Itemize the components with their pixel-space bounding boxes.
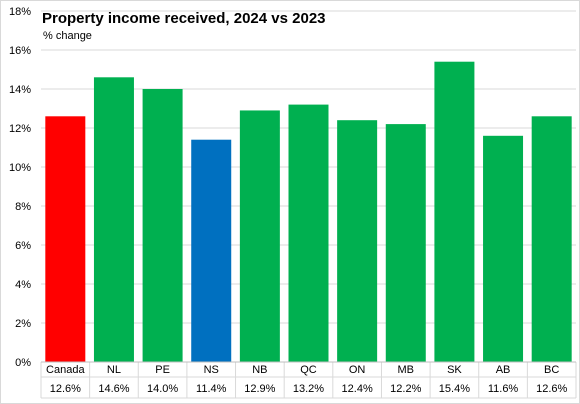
y-tick-label: 8%	[15, 201, 31, 213]
y-tick-label: 12%	[9, 123, 31, 135]
bar-pe	[142, 89, 183, 362]
y-tick-label: 16%	[9, 45, 31, 57]
y-tick-label: 0%	[15, 357, 31, 369]
category-label: NB	[252, 364, 267, 376]
value-label: 11.4%	[196, 383, 227, 395]
y-tick-label: 2%	[15, 318, 31, 330]
value-label: 12.9%	[244, 383, 275, 395]
y-tick-label: 6%	[15, 240, 31, 252]
value-label: 13.2%	[293, 383, 324, 395]
chart-title: Property income received, 2024 vs 2023	[42, 10, 326, 27]
category-label: SK	[447, 364, 462, 376]
bar-on	[337, 120, 378, 362]
category-label: MB	[398, 364, 415, 376]
bar-ab	[483, 135, 524, 362]
y-tick-label: 4%	[15, 279, 31, 291]
category-label: BC	[544, 364, 559, 376]
category-label: Canada	[46, 364, 85, 376]
category-label: QC	[300, 364, 317, 376]
y-tick-label: 14%	[9, 84, 31, 96]
bar-nl	[93, 77, 134, 363]
value-label: 12.4%	[342, 383, 373, 395]
category-label: NL	[107, 364, 121, 376]
bar-ns	[191, 139, 232, 362]
value-label: 12.6%	[50, 383, 81, 395]
y-tick-label: 18%	[9, 6, 31, 18]
value-label: 15.4%	[439, 383, 470, 395]
y-tick-label: 10%	[9, 162, 31, 174]
category-label: NS	[204, 364, 219, 376]
category-label: ON	[349, 364, 366, 376]
bar-canada	[45, 116, 86, 362]
value-label: 12.2%	[390, 383, 421, 395]
value-label: 14.0%	[147, 383, 178, 395]
value-label: 12.6%	[536, 383, 567, 395]
value-label: 14.6%	[98, 383, 129, 395]
bar-bc	[531, 116, 572, 362]
bar-nb	[239, 110, 280, 362]
bar-mb	[385, 124, 426, 362]
bar-sk	[434, 61, 475, 362]
bar-qc	[288, 104, 329, 362]
category-label: PE	[155, 364, 170, 376]
value-label: 11.6%	[488, 383, 519, 395]
category-label: AB	[496, 364, 511, 376]
chart-subtitle: % change	[43, 30, 92, 42]
